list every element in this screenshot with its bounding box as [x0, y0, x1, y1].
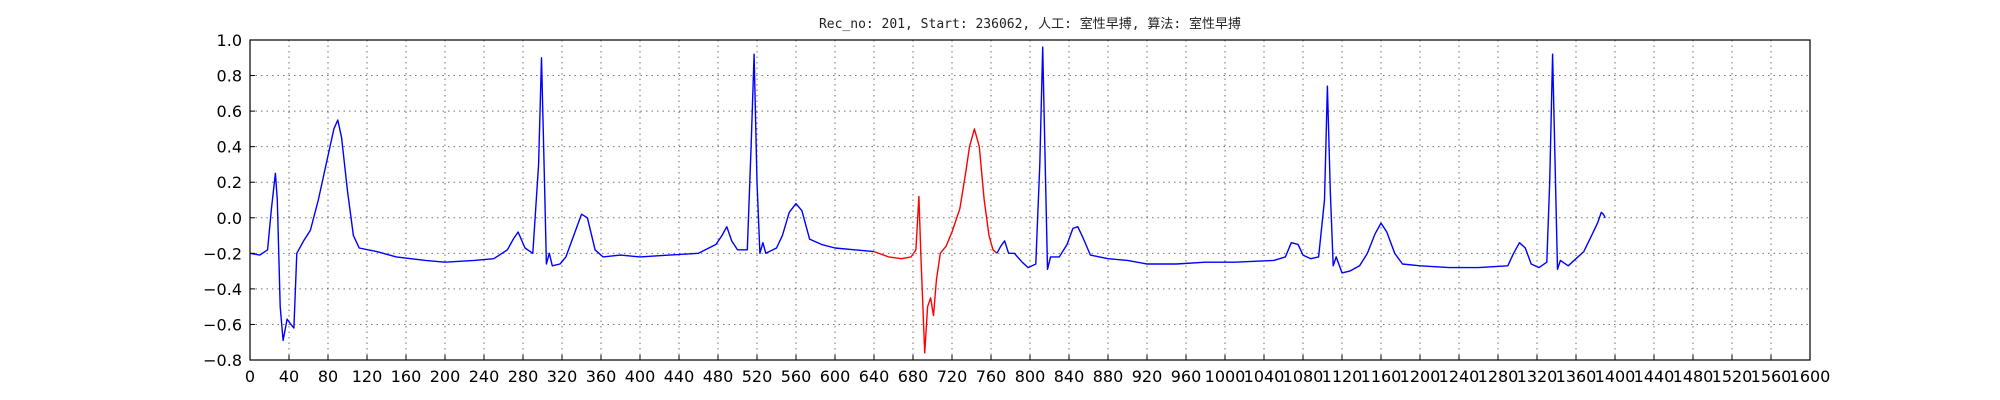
x-tick-label: 0 [245, 367, 255, 386]
x-axis-ticks: 0 40 80 120 160 200 240 280 320 360 400 440 480 520 56… [245, 355, 1830, 386]
x-tick-label: 160 [391, 367, 422, 386]
y-tick-label: −0.6 [203, 315, 242, 334]
x-tick-label: 320 [547, 367, 578, 386]
x-tick-label: 40 [279, 367, 299, 386]
x-tick-label: 520 [742, 367, 773, 386]
x-tick-label: 600 [820, 367, 851, 386]
x-tick-label: 880 [1093, 367, 1124, 386]
x-tick-label: 640 [859, 367, 890, 386]
x-tick-label: 1520 [1712, 367, 1753, 386]
x-tick-label: 440 [664, 367, 695, 386]
x-tick-label: 1560 [1751, 367, 1792, 386]
x-tick-label: 680 [898, 367, 929, 386]
y-tick-label: 0.6 [217, 102, 242, 121]
y-tick-label: 1.0 [217, 31, 242, 50]
x-tick-label: 840 [1054, 367, 1085, 386]
y-axis-ticks: 1.0 0.8 0.6 0.4 0.2 0.0 −0.2 −0.4 −0.6 −0.8 [203, 31, 255, 370]
x-tick-label: 1600 [1790, 367, 1831, 386]
ecg-trace-segment-3 [996, 46, 1606, 274]
x-tick-label: 1120 [1322, 367, 1363, 386]
x-tick-label: 120 [352, 367, 383, 386]
grid [250, 40, 1810, 360]
y-tick-label: −0.2 [203, 244, 242, 263]
ecg-trace-segment-2 [873, 128, 998, 354]
x-tick-label: 1200 [1400, 367, 1441, 386]
x-tick-label: 240 [469, 367, 500, 386]
x-tick-label: 560 [781, 367, 812, 386]
y-tick-label: 0.2 [217, 173, 242, 192]
x-tick-label: 1320 [1517, 367, 1558, 386]
x-tick-label: 720 [937, 367, 968, 386]
y-tick-label: 0.4 [217, 138, 242, 157]
x-tick-label: 960 [1171, 367, 1202, 386]
x-tick-label: 200 [430, 367, 461, 386]
y-tick-label: −0.4 [203, 280, 242, 299]
x-tick-label: 1440 [1634, 367, 1675, 386]
chart-title: Rec_no: 201, Start: 236062, 人工: 室性早搏, 算法… [819, 16, 1241, 32]
y-tick-label: −0.8 [203, 351, 242, 370]
x-tick-label: 360 [586, 367, 617, 386]
x-tick-label: 760 [976, 367, 1007, 386]
x-tick-label: 1400 [1595, 367, 1636, 386]
x-tick-label: 1360 [1556, 367, 1597, 386]
x-tick-label: 80 [318, 367, 338, 386]
y-tick-label: 0.8 [217, 67, 242, 86]
x-tick-label: 1000 [1205, 367, 1246, 386]
x-tick-label: 1240 [1439, 367, 1480, 386]
x-tick-label: 1280 [1478, 367, 1519, 386]
x-tick-label: 280 [508, 367, 539, 386]
x-tick-label: 920 [1132, 367, 1163, 386]
x-tick-label: 1160 [1361, 367, 1402, 386]
x-tick-label: 1080 [1283, 367, 1324, 386]
x-tick-label: 800 [1015, 367, 1046, 386]
ecg-trace-segment-1 [249, 53, 875, 342]
x-tick-label: 1040 [1244, 367, 1285, 386]
x-tick-label: 480 [703, 367, 734, 386]
x-tick-label: 400 [625, 367, 656, 386]
ecg-trace-layer [249, 46, 1606, 354]
y-tick-label: 0.0 [217, 209, 242, 228]
x-tick-label: 1480 [1673, 367, 1714, 386]
